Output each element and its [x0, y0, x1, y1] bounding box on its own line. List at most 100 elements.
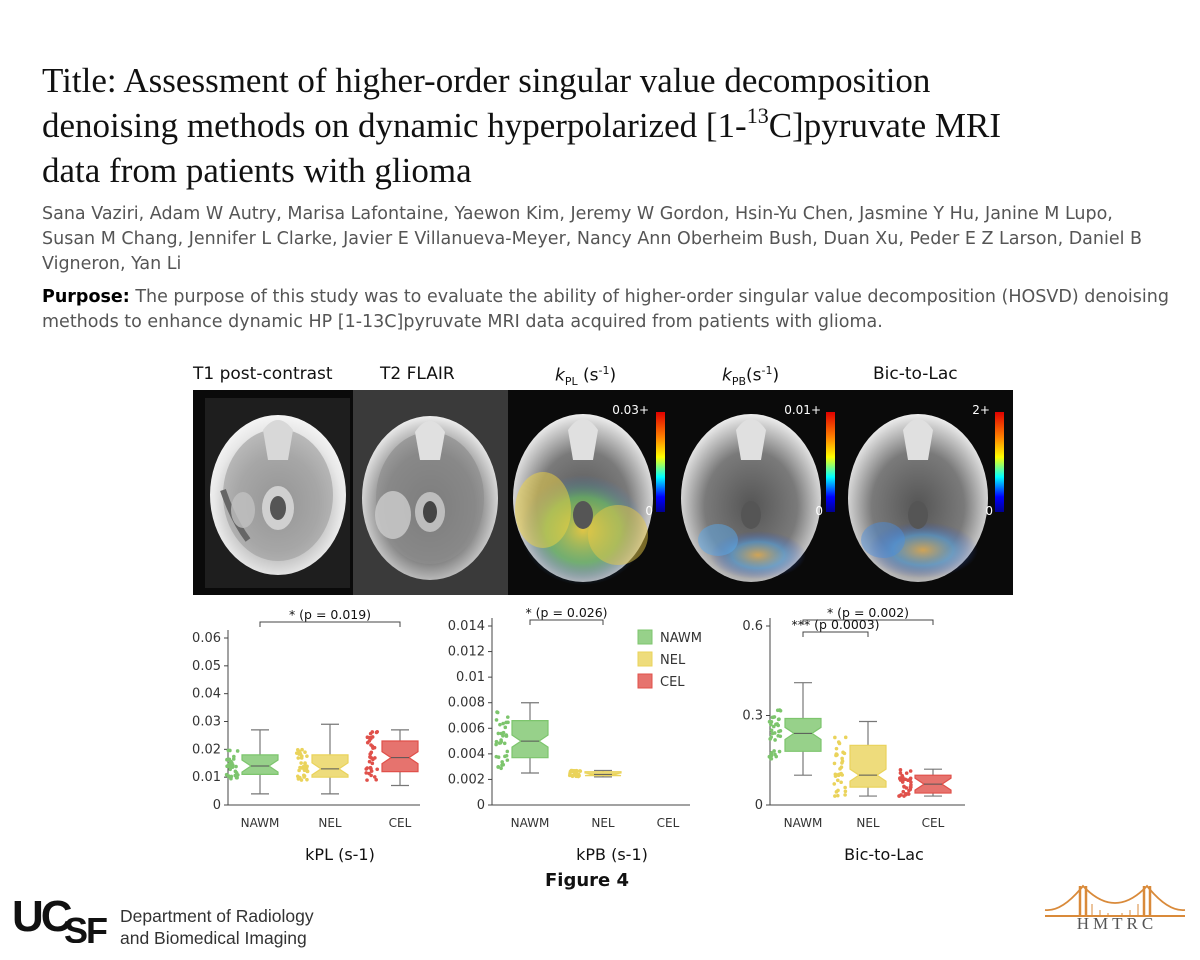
x-category-label: CEL [389, 816, 412, 830]
data-point [775, 708, 780, 713]
data-point [777, 729, 781, 734]
data-point [834, 746, 839, 751]
legend-label-nawm: NAWM [660, 631, 702, 646]
data-point [370, 735, 375, 739]
data-point [298, 765, 302, 770]
mri-images-svg: 0.03+ 0 0.01+ 0 2+ 0 [205, 390, 1004, 595]
y-tick-label: 0 [477, 798, 485, 813]
data-point [904, 771, 909, 775]
data-point [367, 771, 371, 776]
y-tick-label: 0.008 [448, 696, 485, 711]
data-point [768, 737, 772, 741]
box-nel [849, 744, 887, 788]
data-point [369, 743, 373, 747]
data-point [499, 739, 504, 744]
data-point [900, 780, 905, 784]
data-point [769, 722, 773, 727]
data-point [501, 762, 506, 767]
data-point [305, 754, 309, 758]
data-point [502, 741, 507, 746]
data-point [303, 750, 307, 754]
label-bic-to-lac: Bic-to-Lac [873, 364, 958, 384]
data-point [501, 721, 505, 726]
data-point [235, 749, 240, 753]
data-point [298, 775, 302, 780]
data-point [575, 772, 580, 776]
y-tick-label: 0.002 [448, 772, 485, 787]
significance-label: *** (p 0.0003) [791, 617, 879, 632]
data-point [229, 764, 234, 768]
data-point [229, 776, 233, 781]
legend-swatch-nel [637, 651, 653, 667]
data-point [373, 756, 377, 760]
legend-label-cel: CEL [660, 675, 685, 690]
kpb-unit: (s [746, 365, 762, 386]
bic-to-lac-map-image: 2+ 0 [848, 403, 1004, 582]
data-point [495, 710, 500, 715]
data-point [833, 774, 838, 778]
data-point [843, 793, 847, 797]
data-point [772, 749, 776, 753]
data-point [834, 790, 839, 794]
y-tick-label: 0.014 [448, 619, 485, 634]
data-point [843, 789, 848, 794]
hmtrc-logo: HMTRC [1040, 880, 1190, 940]
data-point [503, 725, 508, 730]
data-point [234, 770, 239, 775]
data-point [235, 775, 239, 780]
data-point [902, 794, 906, 798]
data-point [499, 766, 503, 771]
data-point [300, 747, 304, 752]
data-point [296, 756, 301, 760]
data-point [369, 767, 373, 771]
data-point [298, 752, 303, 756]
data-point [494, 718, 499, 722]
data-point [505, 758, 510, 762]
data-point [375, 767, 380, 772]
x-axis-title: kPL (s-1) [305, 845, 375, 864]
x-category-label: NEL [318, 816, 342, 830]
x-category-label: CEL [657, 816, 680, 830]
significance-bracket [802, 631, 869, 637]
data-point [234, 764, 238, 769]
data-point [372, 775, 377, 779]
box-nawm [784, 717, 822, 752]
data-point [908, 769, 913, 773]
data-point [305, 764, 309, 769]
kpb-colorbar-min: 0 [815, 504, 823, 518]
data-point [833, 735, 837, 740]
x-category-label: NAWM [241, 816, 280, 830]
data-point [225, 764, 229, 768]
kpl-k: k [555, 365, 565, 386]
figure-panel-labels: T1 post-contrast T2 FLAIR kPL (s-1) kPB(… [0, 364, 1200, 390]
title-line-3: data from patients with glioma [42, 151, 472, 190]
x-category-label: NEL [591, 816, 615, 830]
ucsf-department-text: Department of Radiology and Biomedical I… [120, 905, 314, 949]
box-nel [584, 771, 622, 777]
kpl-colorbar-min: 0 [645, 504, 653, 518]
data-point [498, 722, 502, 727]
kpb-k: k [722, 365, 732, 386]
x-category-label: NAWM [511, 816, 550, 830]
data-point [835, 793, 840, 798]
kpb-map-image: 0.01+ 0 [681, 403, 835, 582]
data-point [898, 771, 903, 775]
data-point [841, 750, 845, 755]
data-point [367, 759, 372, 764]
y-tick-label: 0.03 [192, 715, 221, 730]
significance-bracket [529, 619, 604, 625]
t2-flair-brain-image [353, 390, 508, 595]
data-point [909, 780, 913, 784]
x-category-label: NAWM [784, 816, 823, 830]
data-point [776, 733, 781, 738]
significance-bracket [259, 621, 401, 627]
data-point [496, 731, 501, 736]
data-point [370, 761, 375, 766]
ucsf-logo: UC SF Department of Radiology and Biomed… [12, 892, 372, 953]
data-point [767, 754, 772, 759]
box-cel [381, 740, 419, 773]
title-line-2-post: C]pyruvate MRI [768, 106, 1002, 145]
label-kpl: kPL (s-1) [555, 364, 616, 388]
data-point [302, 773, 306, 778]
bic-colorbar-min: 0 [985, 504, 993, 518]
